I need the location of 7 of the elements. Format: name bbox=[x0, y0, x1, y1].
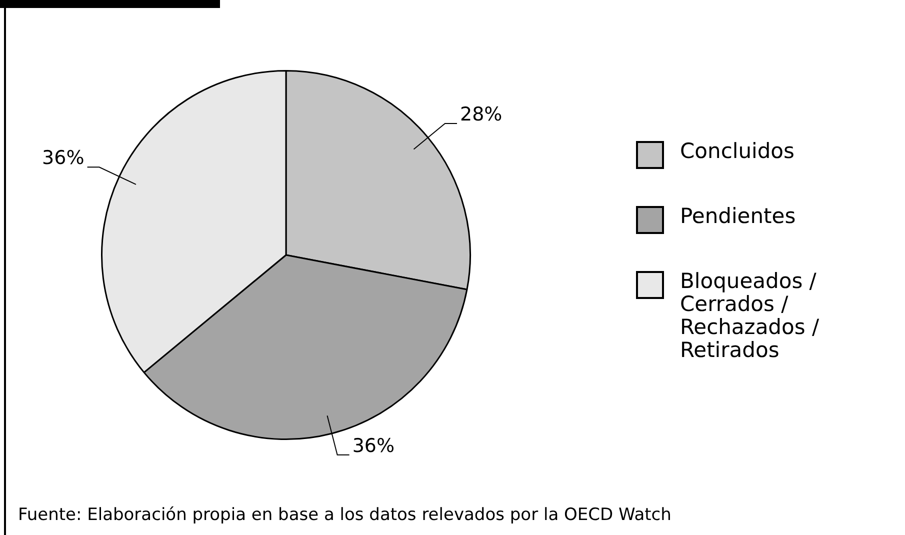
legend-label: Concluidos bbox=[680, 139, 796, 163]
legend-label: Bloqueados / Cerrados / Rechazados / Retirados bbox=[680, 269, 820, 362]
data-label: 36% bbox=[352, 434, 395, 457]
legend-label: Pendientes bbox=[680, 204, 797, 228]
data-label: 28% bbox=[460, 103, 502, 126]
source-note: Fuente: Elaboración propia en base a los datos relevados por la OECD Watch bbox=[18, 505, 672, 525]
data-label: 36% bbox=[42, 147, 84, 170]
